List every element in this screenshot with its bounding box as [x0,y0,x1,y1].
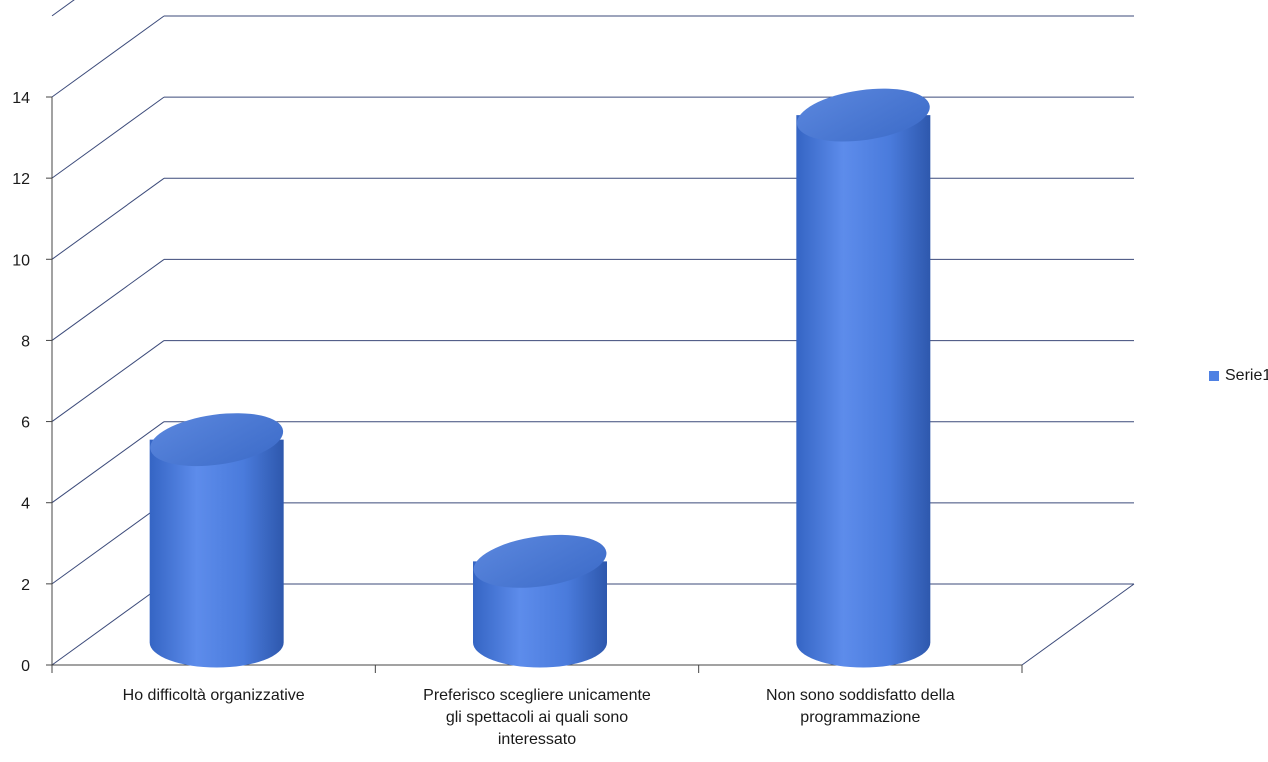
bar-top [796,88,930,142]
gridline-diagonal [51,583,165,666]
y-tick-label: 14 [12,90,30,107]
bar [149,413,284,668]
y-tick-label: 0 [21,658,30,675]
gridline-diagonal [51,421,165,504]
bar-top [150,413,284,467]
x-tick-label-line: Ho difficoltà organizzative [123,687,305,704]
gridline-diagonal [51,96,165,179]
x-tick-label-line: gli spettacoli ai quali sono [446,709,628,726]
legend-swatch [1209,371,1219,381]
x-tick-label: Ho difficoltà organizzative [123,687,305,704]
bar-body [149,439,284,668]
gridline-diagonal [51,259,165,341]
x-tick-label-line: interessato [498,731,576,748]
legend-label: Serie1 [1225,367,1268,384]
x-tick-label-line: Preferisco scegliere unicamente [423,687,651,704]
gridline-diagonal [51,177,165,260]
y-tick-label: 10 [12,252,30,269]
gridline-diagonal [51,0,75,17]
x-tick-label-line: programmazione [800,709,920,726]
legend: Serie1 [1209,367,1268,385]
bar [473,534,607,668]
gridline-diagonal [51,15,165,98]
x-tick-label-line: Non sono soddisfatto della [766,687,955,704]
bar-body [473,561,607,668]
x-tick-label: Preferisco scegliere unicamente gli spett… [423,687,651,748]
y-tick-label: 2 [21,577,30,594]
gridline-diagonal [51,340,165,422]
bar [796,88,931,668]
grid [51,0,1135,666]
bars [149,88,931,668]
labels: 0 2 4 6 8 10 12 14 Ho difficoltà organizzative Pr… [12,90,955,748]
y-tick-label: 6 [21,415,30,432]
bar-body [796,115,931,668]
y-tick-label: 8 [21,333,30,350]
gridline-diagonal [51,502,165,585]
x-tick-label: Non sono soddisfatto della programmazione [766,687,955,726]
bar-top [473,534,607,588]
y-tick-label: 12 [12,171,30,188]
floor-edge-right [1021,583,1135,666]
y-tick-label: 4 [21,496,30,513]
